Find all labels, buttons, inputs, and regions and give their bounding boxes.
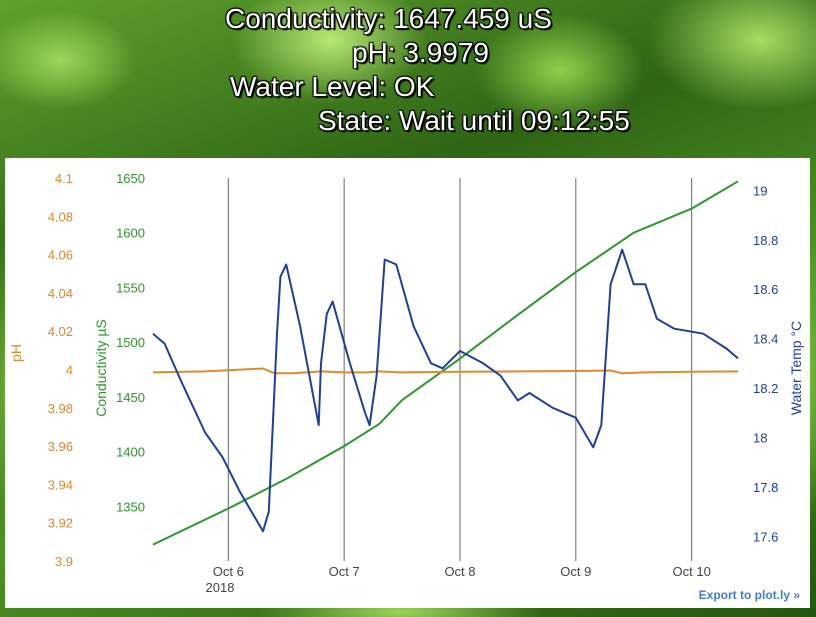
chart-canvas: pH Conductivity µS Water Temp °C 2018 Oc… xyxy=(8,171,804,595)
ph-tick-label: 3.98 xyxy=(48,401,73,416)
x-tick-label: Oct 6 xyxy=(213,564,244,579)
water_temp-tick-label: 18.8 xyxy=(753,233,778,248)
water-level-readout: Water Level: OK xyxy=(230,71,435,102)
chart-series xyxy=(152,180,739,546)
conductivity-tick-label: 1500 xyxy=(116,335,145,350)
conductivity-tick-label: 1450 xyxy=(116,390,145,405)
ph-tick-label: 3.96 xyxy=(48,439,73,454)
water_temp-tick-label: 17.8 xyxy=(753,480,778,495)
state-readout: State: Wait until 09:12:55 xyxy=(318,105,630,136)
vertical-grid xyxy=(227,178,693,561)
ph-readout: pH: 3.9979 xyxy=(352,37,489,68)
conductivity-tick-label: 1400 xyxy=(116,445,145,460)
x-axis-year-label: 2018 xyxy=(206,580,235,595)
ph-tick-label: 4.04 xyxy=(48,286,73,301)
ph-tick-label: 3.94 xyxy=(48,477,73,492)
sensor-chart: pH Conductivity µS Water Temp °C 2018 Oc… xyxy=(5,158,810,608)
conductivity-axis-title: Conductivity µS xyxy=(93,319,109,417)
x-tick-label: Oct 10 xyxy=(673,564,711,579)
water_temp-tick-label: 18 xyxy=(753,430,767,445)
conductivity-tick-label: 1650 xyxy=(116,171,145,186)
water_temp-tick-label: 18.2 xyxy=(753,381,778,396)
chart-axes: pH Conductivity µS Water Temp °C 2018 Oc… xyxy=(8,171,804,595)
conductivity-readout: Conductivity: 1647.459 uS xyxy=(225,3,552,34)
ph-tick-label: 4.02 xyxy=(48,324,73,339)
ph-tick-label: 3.9 xyxy=(55,554,73,569)
ph-axis-title: pH xyxy=(8,344,24,362)
ph-series-line xyxy=(152,367,739,375)
water-temp-axis-title: Water Temp °C xyxy=(788,321,804,415)
conductivity-tick-label: 1550 xyxy=(116,280,145,295)
ph-tick-label: 4.06 xyxy=(48,248,73,263)
water_temp-tick-label: 18.4 xyxy=(753,332,778,347)
ph-tick-label: 4.08 xyxy=(48,209,73,224)
export-plotly-link[interactable]: Export to plot.ly » xyxy=(698,588,800,602)
conductivity-tick-label: 1350 xyxy=(116,499,145,514)
ph-tick-label: 4 xyxy=(66,363,73,378)
conductivity-tick-label: 1600 xyxy=(116,226,145,241)
conductivity-series-line xyxy=(152,180,739,546)
x-tick-label: Oct 8 xyxy=(444,564,475,579)
water_temp-tick-label: 17.6 xyxy=(753,529,778,544)
ph-tick-label: 3.92 xyxy=(48,516,73,531)
ph-tick-label: 4.1 xyxy=(55,171,73,186)
x-tick-label: Oct 7 xyxy=(329,564,360,579)
x-tick-label: Oct 9 xyxy=(560,564,591,579)
water_temp-series-line xyxy=(152,248,739,533)
water_temp-tick-label: 19 xyxy=(753,183,767,198)
water_temp-tick-label: 18.6 xyxy=(753,282,778,297)
